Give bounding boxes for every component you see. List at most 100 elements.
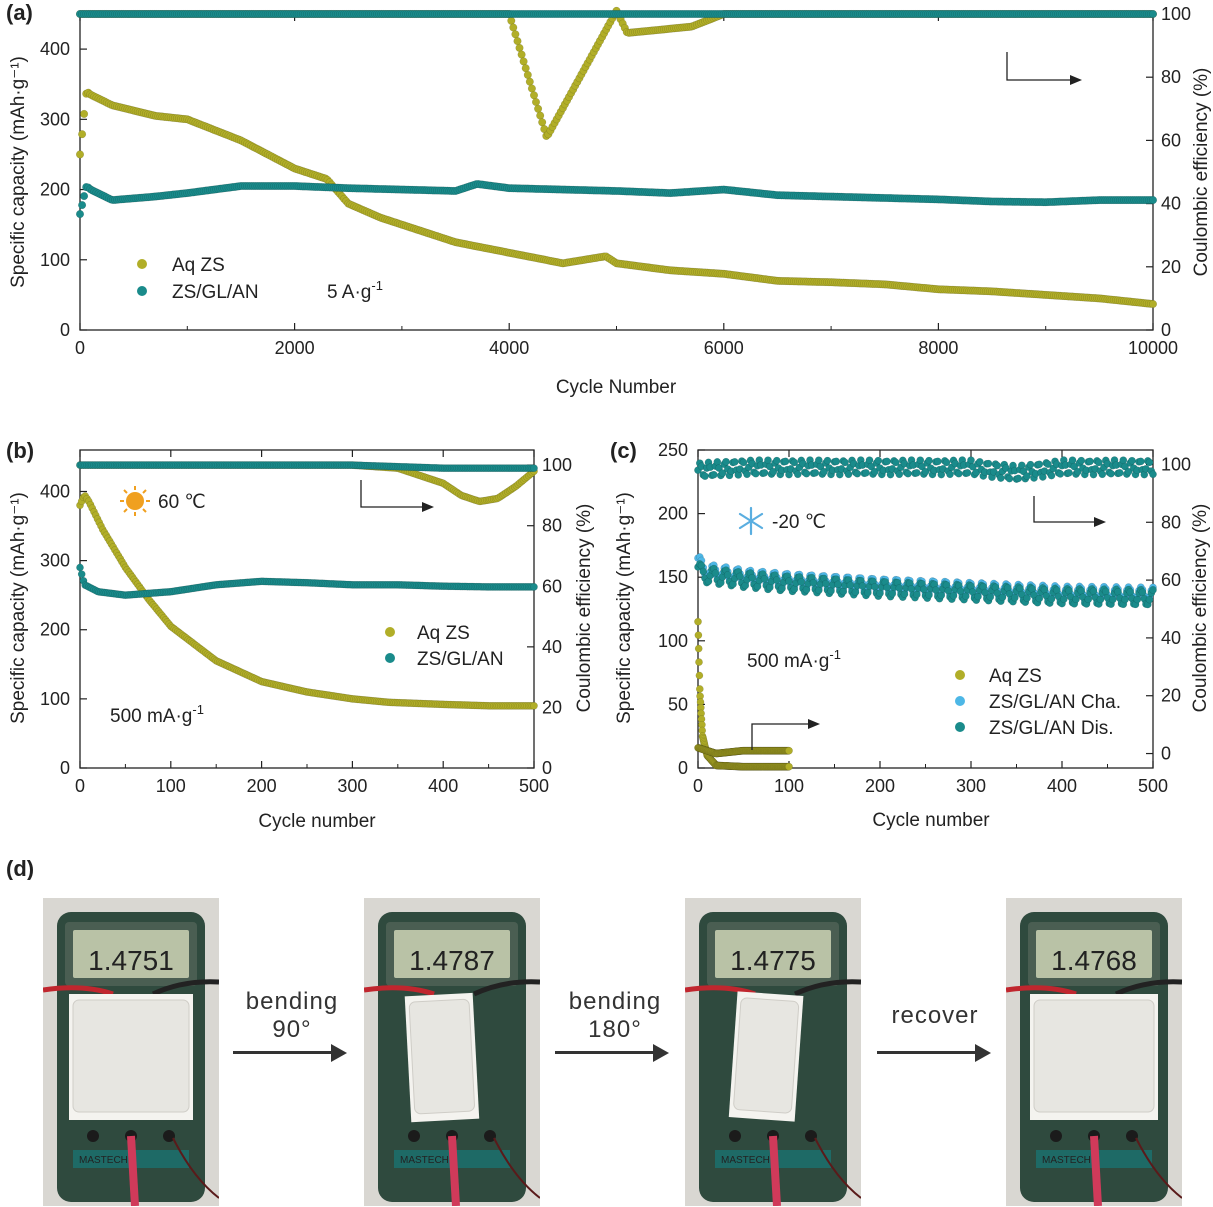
data-point	[1149, 586, 1157, 594]
step-1-line-1: bending	[245, 988, 339, 1015]
data-point	[694, 644, 703, 653]
data-point	[75, 150, 84, 159]
data-point	[1084, 595, 1093, 604]
data-point	[925, 591, 933, 599]
legend-marker-c-dis	[955, 722, 965, 732]
series-zs-gl-an-ce	[75, 9, 1157, 18]
data-point	[1109, 595, 1117, 604]
x-tick-label: 100	[774, 776, 804, 796]
data-point	[1116, 468, 1124, 477]
legend-marker-b-aq	[385, 627, 395, 637]
data-point	[967, 456, 975, 465]
x-tick-label: 2000	[275, 338, 315, 358]
step-label-3: recover	[865, 1002, 1005, 1030]
panel-label-c: (c)	[610, 438, 637, 463]
y2-axis-label-c: Coulombic efficiency (%)	[1190, 504, 1211, 713]
data-point	[1035, 460, 1044, 469]
data-point	[1056, 470, 1065, 478]
data-point	[949, 591, 958, 600]
panel-a: (a) 0 2000 4000 6000 8000 1000001002003004000…	[6, 0, 1212, 398]
data-point	[1026, 460, 1035, 469]
y-tick-label: 50	[668, 694, 688, 714]
data-point	[809, 578, 818, 587]
series-b	[76, 461, 538, 710]
data-point	[888, 589, 897, 598]
meter-brand: MASTECH	[1042, 1155, 1091, 1166]
data-point	[946, 470, 954, 479]
series-aq-zs	[76, 492, 538, 710]
step-arrow-1	[233, 1051, 333, 1054]
step-label-1: bending 90°	[222, 988, 362, 1044]
data-point	[904, 469, 912, 478]
data-point	[1065, 468, 1073, 477]
panel-label-a: (a)	[6, 0, 33, 25]
y2-tick-label: 40	[1161, 194, 1181, 214]
x-tick-label: 0	[75, 776, 85, 796]
data-point	[530, 464, 538, 473]
data-point	[773, 456, 781, 465]
x-tick-label: 300	[956, 776, 986, 796]
data-point	[844, 470, 853, 479]
data-point	[517, 50, 526, 59]
data-point	[507, 16, 516, 25]
y2-tick-label: 40	[1161, 628, 1181, 648]
x-axis-label-a: Cycle Number	[556, 377, 677, 398]
data-point	[701, 472, 709, 481]
y2-tick-label: 60	[1161, 130, 1181, 150]
data-point	[1149, 470, 1157, 479]
x-tick-label: 300	[337, 776, 367, 796]
y-tick-label: 200	[658, 504, 688, 524]
x-tick-label: 200	[247, 776, 277, 796]
data-point	[864, 588, 872, 597]
x-tick-label: 6000	[704, 338, 744, 358]
legend-marker-b-zs	[385, 653, 395, 663]
data-point	[525, 77, 534, 86]
step-2-line-1: bending	[568, 988, 662, 1015]
data-point	[993, 461, 1002, 470]
x-tick-label: 100	[156, 776, 186, 796]
data-point	[1145, 595, 1154, 604]
data-point	[1023, 594, 1031, 602]
data-point	[534, 104, 543, 113]
data-point	[862, 468, 870, 477]
step-arrow-2	[555, 1051, 655, 1054]
data-point	[797, 578, 806, 586]
data-point	[694, 617, 702, 626]
ce-axis-arrow-a	[1006, 52, 1078, 81]
y2-tick-label: 80	[1161, 67, 1181, 87]
ce-axis-arrow-b	[360, 480, 430, 508]
data-point	[1138, 588, 1147, 597]
data-point	[80, 192, 89, 201]
data-point	[932, 586, 940, 594]
y-axis-label-c: Specific capacity (mAh·g⁻¹)	[614, 492, 635, 724]
step-1-line-2: 90°	[272, 1016, 312, 1043]
data-point	[925, 456, 933, 465]
data-point	[998, 593, 1007, 602]
data-point	[883, 457, 891, 466]
x-tick-label: 0	[693, 776, 703, 796]
x-tick-label: 4000	[489, 338, 529, 358]
data-point	[80, 109, 89, 118]
data-point	[527, 84, 536, 93]
data-point	[536, 111, 545, 120]
data-point	[846, 581, 855, 590]
legend-marker-c-cha	[955, 696, 965, 706]
data-point	[724, 571, 732, 579]
data-point	[530, 583, 538, 591]
data-point	[748, 573, 757, 582]
y2-axis-label-a: Coulombic efficiency (%)	[1191, 68, 1212, 277]
y-tick-label: 400	[40, 481, 70, 501]
data-point	[78, 201, 87, 210]
legend-label-aq: Aq ZS	[172, 255, 225, 276]
data-point	[1133, 595, 1142, 604]
data-point	[827, 587, 835, 595]
multimeter-reading: 1.4751	[88, 945, 174, 976]
y-tick-label: 100	[658, 631, 688, 651]
y-tick-label: 250	[658, 440, 688, 460]
data-point	[1077, 456, 1086, 465]
ticks-a: 0 2000 4000 6000 8000 10000010020030040002040…	[40, 4, 1191, 358]
x-tick-label: 200	[865, 776, 895, 796]
legend-marker-aq	[137, 259, 147, 269]
panel-b: (b) 0 100 200 300 400 50001002003004000204060…	[6, 438, 595, 832]
data-point	[695, 658, 703, 666]
